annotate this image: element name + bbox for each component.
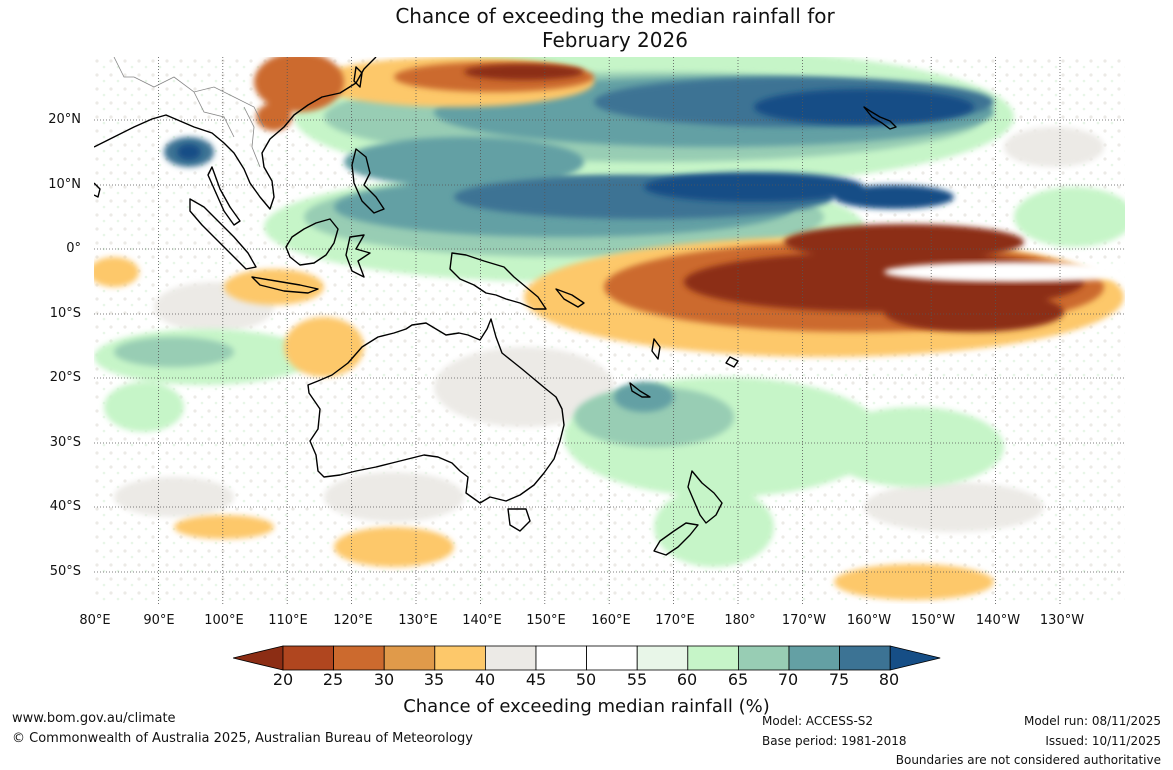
country-borders bbox=[113, 57, 265, 168]
colorbar bbox=[233, 645, 941, 671]
sulawesi-coastline bbox=[345, 234, 371, 278]
colorbar-tick-55: 55 bbox=[626, 670, 648, 689]
colorbar-tick-40: 40 bbox=[474, 670, 496, 689]
colorbar-tick-30: 30 bbox=[373, 670, 395, 689]
hawaii-islands bbox=[863, 106, 897, 130]
new-zealand-north-island bbox=[687, 470, 723, 524]
new-caledonia bbox=[629, 382, 651, 398]
lat-label-30s: 30°S bbox=[49, 435, 81, 450]
colorbar-cell-65-70 bbox=[737, 645, 790, 671]
lon-label-120e: 120°E bbox=[333, 613, 373, 628]
tasmania-coastline bbox=[507, 508, 531, 532]
sumatra-coastline bbox=[189, 198, 257, 270]
lon-label-170w: 170°W bbox=[781, 613, 827, 628]
colorbar-cell-below-20 bbox=[233, 645, 284, 671]
lat-label-40s: 40°S bbox=[49, 499, 81, 514]
colorbar-tick-65: 65 bbox=[727, 670, 749, 689]
australia-coastline bbox=[307, 318, 565, 504]
lon-label-170e: 170°E bbox=[655, 613, 695, 628]
lat-label-20n: 20°N bbox=[48, 112, 81, 127]
lat-label-10n: 10°N bbox=[48, 177, 81, 192]
lat-label-10s: 10°S bbox=[49, 306, 81, 321]
colorbar-cell-above-80 bbox=[889, 645, 941, 671]
new-guinea-coastline bbox=[449, 252, 547, 310]
colorbar-cell-40-45 bbox=[484, 645, 537, 671]
java-coastline bbox=[251, 276, 319, 294]
lon-label-130w: 130°W bbox=[1039, 613, 1085, 628]
title-line-1: Chance of exceeding the median rainfall … bbox=[395, 4, 835, 28]
equatorial-neutral-band bbox=[884, 262, 1125, 282]
fiji-islands bbox=[725, 356, 739, 368]
lat-label-20s: 20°S bbox=[49, 370, 81, 385]
lon-label-130e: 130°E bbox=[398, 613, 438, 628]
footer-copyright: © Commonwealth of Australia 2025, Austra… bbox=[12, 731, 473, 746]
colorbar-cell-70-75 bbox=[788, 645, 840, 671]
colorbar-cell-45-50 bbox=[535, 645, 587, 671]
colorbar-tick-60: 60 bbox=[676, 670, 698, 689]
colorbar-cell-55-60 bbox=[636, 645, 689, 671]
colorbar-tick-50: 50 bbox=[575, 670, 597, 689]
footer-issued: Issued: 10/11/2025 bbox=[1045, 734, 1161, 748]
lon-label-150w: 150°W bbox=[910, 613, 956, 628]
footer-base-period: Base period: 1981-2018 bbox=[762, 734, 907, 748]
footer-disclaimer: Boundaries are not considered authoritat… bbox=[895, 753, 1161, 767]
lon-label-150e: 150°E bbox=[526, 613, 566, 628]
colorbar-cell-60-65 bbox=[687, 645, 739, 671]
neutral-patches bbox=[114, 127, 1104, 532]
lon-label-140w: 140°W bbox=[975, 613, 1021, 628]
taiwan-coastline bbox=[353, 66, 363, 88]
colorbar-label: Chance of exceeding median rainfall (%) bbox=[403, 696, 770, 717]
asia-mainland-coastline bbox=[94, 57, 377, 210]
lon-label-140e: 140°E bbox=[462, 613, 502, 628]
vanuatu-islands bbox=[651, 338, 661, 360]
footer-url[interactable]: www.bom.gov.au/climate bbox=[12, 711, 176, 726]
chart-title: Chance of exceeding the median rainfall … bbox=[0, 4, 1173, 52]
rainfall-map bbox=[94, 57, 1125, 604]
colorbar-tick-20: 20 bbox=[272, 670, 294, 689]
philippines-coastline bbox=[351, 148, 385, 214]
lon-label-160e: 160°E bbox=[591, 613, 631, 628]
malay-peninsula-coastline bbox=[207, 166, 241, 226]
lon-label-80e: 80°E bbox=[79, 613, 111, 628]
footer-model-run: Model run: 08/11/2025 bbox=[1023, 714, 1161, 728]
lon-label-160w: 160°W bbox=[846, 613, 892, 628]
colorbar-tick-80: 80 bbox=[878, 670, 900, 689]
colorbar-tick-45: 45 bbox=[525, 670, 547, 689]
new-zealand-south-island bbox=[653, 522, 699, 556]
colorbar-cell-25-30 bbox=[333, 645, 385, 671]
colorbar-cell-75-80 bbox=[839, 645, 891, 671]
lat-label-equator: 0° bbox=[66, 241, 81, 256]
colorbar-tick-70: 70 bbox=[777, 670, 799, 689]
footer-model: Model: ACCESS-S2 bbox=[762, 714, 874, 728]
lon-label-110e: 110°E bbox=[268, 613, 308, 628]
colorbar-cell-35-40 bbox=[434, 645, 486, 671]
title-line-2: February 2026 bbox=[542, 28, 688, 52]
colorbar-tick-25: 25 bbox=[322, 670, 344, 689]
colorbar-cell-50-55 bbox=[586, 645, 638, 671]
coastlines bbox=[94, 57, 897, 556]
sri-lanka bbox=[94, 182, 101, 198]
graticule bbox=[94, 57, 1125, 604]
colorbar-cell-30-35 bbox=[383, 645, 436, 671]
map-panel bbox=[94, 57, 1125, 604]
lat-label-50s: 50°S bbox=[49, 564, 81, 579]
colorbar-cell-20-25 bbox=[282, 645, 334, 671]
borneo-coastline bbox=[285, 218, 339, 266]
colorbar-tick-75: 75 bbox=[828, 670, 850, 689]
colorbar-tick-35: 35 bbox=[423, 670, 445, 689]
lon-label-180: 180° bbox=[724, 613, 756, 628]
solomon-islands bbox=[555, 288, 585, 308]
lon-label-90e: 90°E bbox=[143, 613, 175, 628]
lon-label-100e: 100°E bbox=[204, 613, 244, 628]
